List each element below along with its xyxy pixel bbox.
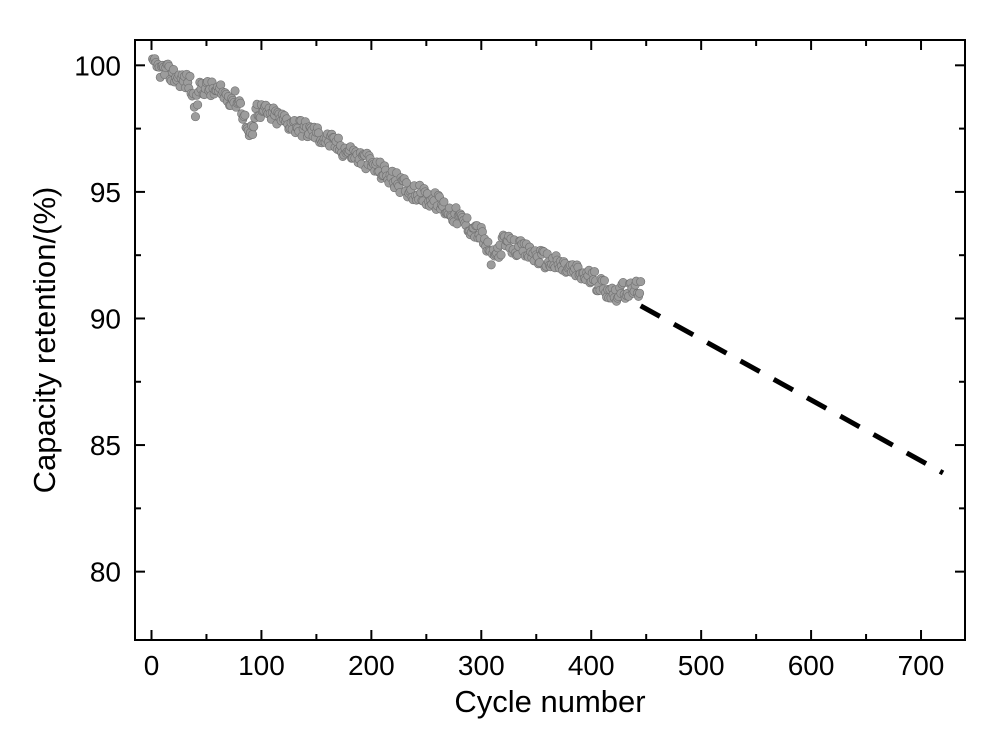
x-tick-label: 400 xyxy=(568,650,615,681)
x-tick-label: 500 xyxy=(678,650,725,681)
y-tick-label: 95 xyxy=(90,177,121,208)
y-tick-label: 85 xyxy=(90,430,121,461)
y-tick-label: 80 xyxy=(90,557,121,588)
scatter-series xyxy=(148,55,645,306)
chart-svg: 0 100 200 300 400 500 600 700 80 85 90 95 100 Cycle n… xyxy=(0,0,1000,748)
y-tick-label: 90 xyxy=(90,303,121,334)
extrapolation-line xyxy=(641,306,943,473)
y-tick-label: 100 xyxy=(74,50,121,81)
y-axis-label: Capacity retention/(%) xyxy=(27,187,62,494)
x-tick-label: 700 xyxy=(898,650,945,681)
capacity-retention-chart: 0 100 200 300 400 500 600 700 80 85 90 95 100 Cycle n… xyxy=(0,0,1000,748)
x-tick-label: 600 xyxy=(788,650,835,681)
x-tick-label: 300 xyxy=(458,650,505,681)
x-tick-label: 200 xyxy=(348,650,395,681)
x-axis-label: Cycle number xyxy=(454,684,645,719)
plot-border xyxy=(135,40,965,640)
x-tick-label: 100 xyxy=(238,650,285,681)
x-tick-label: 0 xyxy=(144,650,160,681)
